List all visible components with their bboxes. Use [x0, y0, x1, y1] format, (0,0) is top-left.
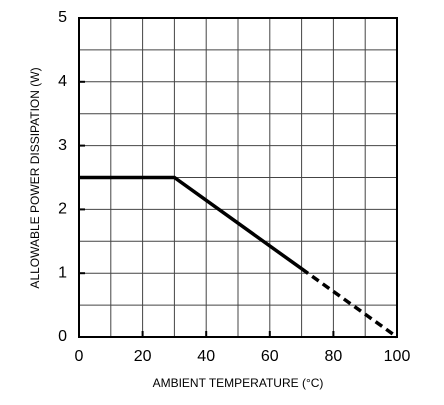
y-tick-label: 2 — [58, 201, 67, 218]
data-line — [79, 175, 303, 271]
x-tick-label: 0 — [75, 348, 84, 365]
x-tick-label: 80 — [325, 348, 343, 365]
x-tick-label: 40 — [197, 348, 215, 365]
y-tick-label: 1 — [58, 264, 67, 281]
x-tick-label: 60 — [261, 348, 279, 365]
y-axis-title: ALLOWABLE POWER DISSIPATION (W) — [28, 67, 42, 288]
y-tick-label: 4 — [58, 73, 67, 90]
x-tick-label: 20 — [134, 348, 152, 365]
data-line — [300, 267, 399, 339]
x-tick-label: 100 — [384, 348, 411, 365]
y-tick-label: 5 — [58, 9, 67, 26]
y-tick-label: 0 — [58, 328, 67, 345]
x-axis-title: AMBIENT TEMPERATURE (°C) — [153, 376, 324, 390]
y-tick-label: 3 — [58, 137, 67, 154]
